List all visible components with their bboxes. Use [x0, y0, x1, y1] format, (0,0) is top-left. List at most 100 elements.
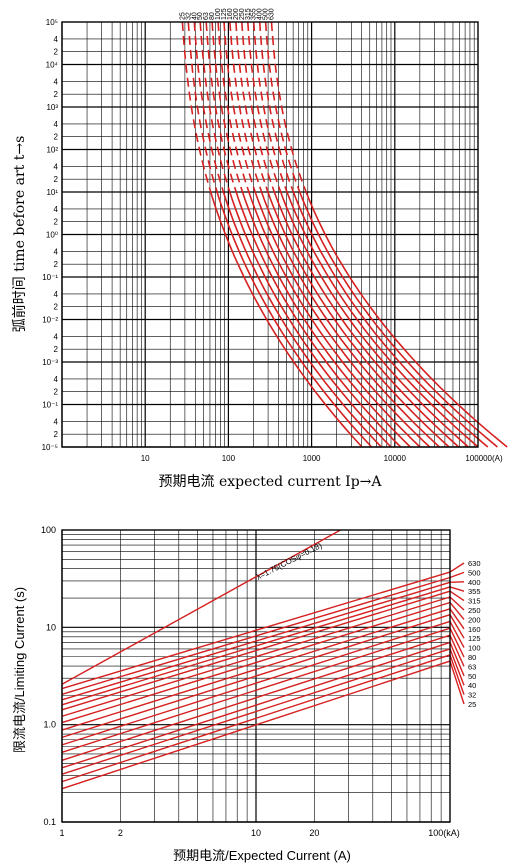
time-current-y-ticks: 10⁻⁵ 2 4 10⁻¹ 2 4 10⁻³ 2 4 10⁻² 2 4 10⁻¹ 2 4 10⁰ 2 4 10¹ 2 4… [42, 18, 59, 452]
time-current-y-tick-label: 4 [54, 162, 59, 171]
time-current-curve-32-upper [187, 21, 218, 193]
limiting-current-rating-label: 160 [468, 625, 481, 634]
time-current-y-tick-label: 10⁰ [46, 231, 58, 240]
limiting-current-curve-25 [61, 660, 451, 790]
time-current-y-tick-label: 4 [54, 417, 59, 426]
time-current-y-tick-label: 10⁴ [46, 61, 59, 70]
limiting-current-x-tick-label: 1 [59, 828, 64, 838]
time-current-curve-200-upper [235, 21, 269, 193]
time-current-y-tick-label: 10⁻¹ [42, 401, 58, 410]
limiting-current-curve-500 [61, 576, 451, 695]
time-current-rating-label: 32 [185, 12, 192, 20]
limiting-current-rating-label: 50 [468, 672, 476, 681]
limiting-current-y-tick-label: 100 [41, 525, 56, 535]
limiting-current-leader [449, 586, 465, 592]
time-current-curve-63 [235, 191, 402, 448]
time-current-curve-63-upper [205, 21, 237, 193]
time-current-y-tick-label: 2 [54, 388, 59, 397]
time-current-curve-125-upper [223, 21, 256, 193]
limiting-current-curve-125 [61, 613, 451, 739]
time-current-rating-label: 50 [197, 12, 204, 20]
time-current-x-tick-label: 10000 [384, 454, 407, 463]
time-current-rating-label: 315 [245, 8, 252, 20]
limiting-current-rating-label: 80 [468, 653, 476, 662]
time-current-y-tick-label: 2 [54, 90, 59, 99]
limiting-current-curve-100 [61, 620, 451, 746]
limiting-current-envelope-curve [61, 529, 341, 685]
time-current-chart: 10⁻⁵ 2 4 10⁻¹ 2 4 10⁻³ 2 4 10⁻² 2 4 10⁻¹ 2 4 10⁰ 2 4 10¹ 2 4… [11, 8, 508, 490]
time-current-curve-40-upper [193, 21, 225, 193]
time-current-y-tick-label: 2 [54, 303, 59, 312]
time-current-y-tick-label: 2 [54, 260, 59, 269]
time-current-rating-label: 250 [239, 8, 246, 20]
time-current-rating-label: 630 [269, 8, 276, 20]
limiting-current-y-tick-label: 0.1 [43, 817, 56, 827]
limiting-current-rating-label: 100 [468, 644, 481, 653]
time-current-curve-50 [229, 191, 392, 448]
time-current-curve-125 [254, 191, 431, 448]
limiting-current-curve-315 [61, 590, 451, 711]
limiting-current-curve-50 [61, 641, 451, 769]
limiting-current-curve-160 [61, 608, 451, 731]
time-current-y-tick-label: 10² [46, 146, 58, 155]
limiting-current-x-tick-label: 2 [118, 828, 123, 838]
limiting-current-rating-label: 630 [468, 559, 481, 568]
time-current-curve-500 [298, 191, 498, 448]
time-current-x-label: 预期电流 expected current Ip→A [159, 474, 383, 490]
time-current-x-tick-label: 1000 [303, 454, 321, 463]
time-current-rating-label: 200 [233, 8, 240, 20]
time-current-y-tick-label: 2 [54, 345, 59, 354]
limiting-current-leader [449, 608, 465, 630]
time-current-y-tick-label: 4 [54, 205, 59, 214]
time-current-y-tick-label: 10⁻⁵ [42, 443, 58, 452]
time-current-rating-label: 160 [227, 8, 234, 20]
limiting-current-x-label: 预期电流/Expected Current (A) [173, 848, 351, 863]
time-current-curve-250-upper [241, 21, 276, 193]
limiting-current-rating-label: 25 [468, 700, 476, 709]
time-current-curve-400-upper [258, 21, 295, 193]
time-current-curves [181, 21, 508, 448]
limiting-current-curve-32 [61, 654, 451, 783]
limiting-current-y-label: 限流电流/Limiting Current (s) [12, 587, 27, 753]
time-current-y-tick-label: 10⁻¹ [42, 273, 58, 282]
limiting-current-curve-40 [61, 648, 451, 775]
time-current-grid [61, 22, 478, 448]
limiting-current-leader [449, 571, 465, 579]
time-current-rating-label: 400 [257, 8, 264, 20]
time-current-y-tick-label: 4 [54, 35, 59, 44]
time-current-curve-630 [305, 191, 508, 448]
time-current-x-tick-label: 100000(A) [465, 454, 503, 463]
limiting-current-x-tick-label: 20 [309, 828, 319, 838]
time-current-rating-label: 25 [179, 12, 186, 20]
limiting-current-rating-label: 355 [468, 587, 481, 596]
limiting-current-leader [449, 627, 465, 658]
time-current-curve-100-upper [217, 21, 250, 193]
limiting-current-curve-63 [61, 634, 451, 762]
time-current-curve-630-upper [270, 21, 307, 193]
time-current-y-tick-label: 2 [54, 430, 59, 439]
limiting-current-rating-label: 125 [468, 634, 481, 643]
limiting-current-leader [449, 596, 465, 611]
time-current-curve-315-upper [247, 21, 282, 193]
limiting-current-y-tick-label: 10 [46, 622, 56, 632]
time-current-rating-label: 500 [263, 8, 270, 20]
time-current-curve-25-upper [181, 21, 212, 193]
limiting-current-curve-355 [61, 586, 451, 706]
time-current-y-tick-label: 4 [54, 120, 59, 129]
limiting-current-leader [449, 648, 465, 686]
time-current-curve-40 [222, 191, 382, 448]
time-current-y-tick-label: 10⁵ [46, 18, 58, 27]
limiting-current-rating-label: 63 [468, 662, 476, 671]
limiting-current-frame [61, 529, 451, 823]
time-current-rating-label: 355 [251, 8, 258, 20]
limiting-current-leader [449, 621, 465, 648]
time-current-y-tick-label: 10³ [46, 103, 58, 112]
time-current-curve-400 [292, 191, 489, 448]
limiting-current-x-tick-label: 100(kA) [428, 828, 460, 838]
limiting-current-leader [449, 642, 465, 677]
limiting-current-rating-label: 32 [468, 691, 476, 700]
time-current-rating-label: 63 [203, 12, 210, 20]
limiting-current-curve-400 [61, 581, 451, 701]
time-current-curve-355 [286, 191, 479, 448]
